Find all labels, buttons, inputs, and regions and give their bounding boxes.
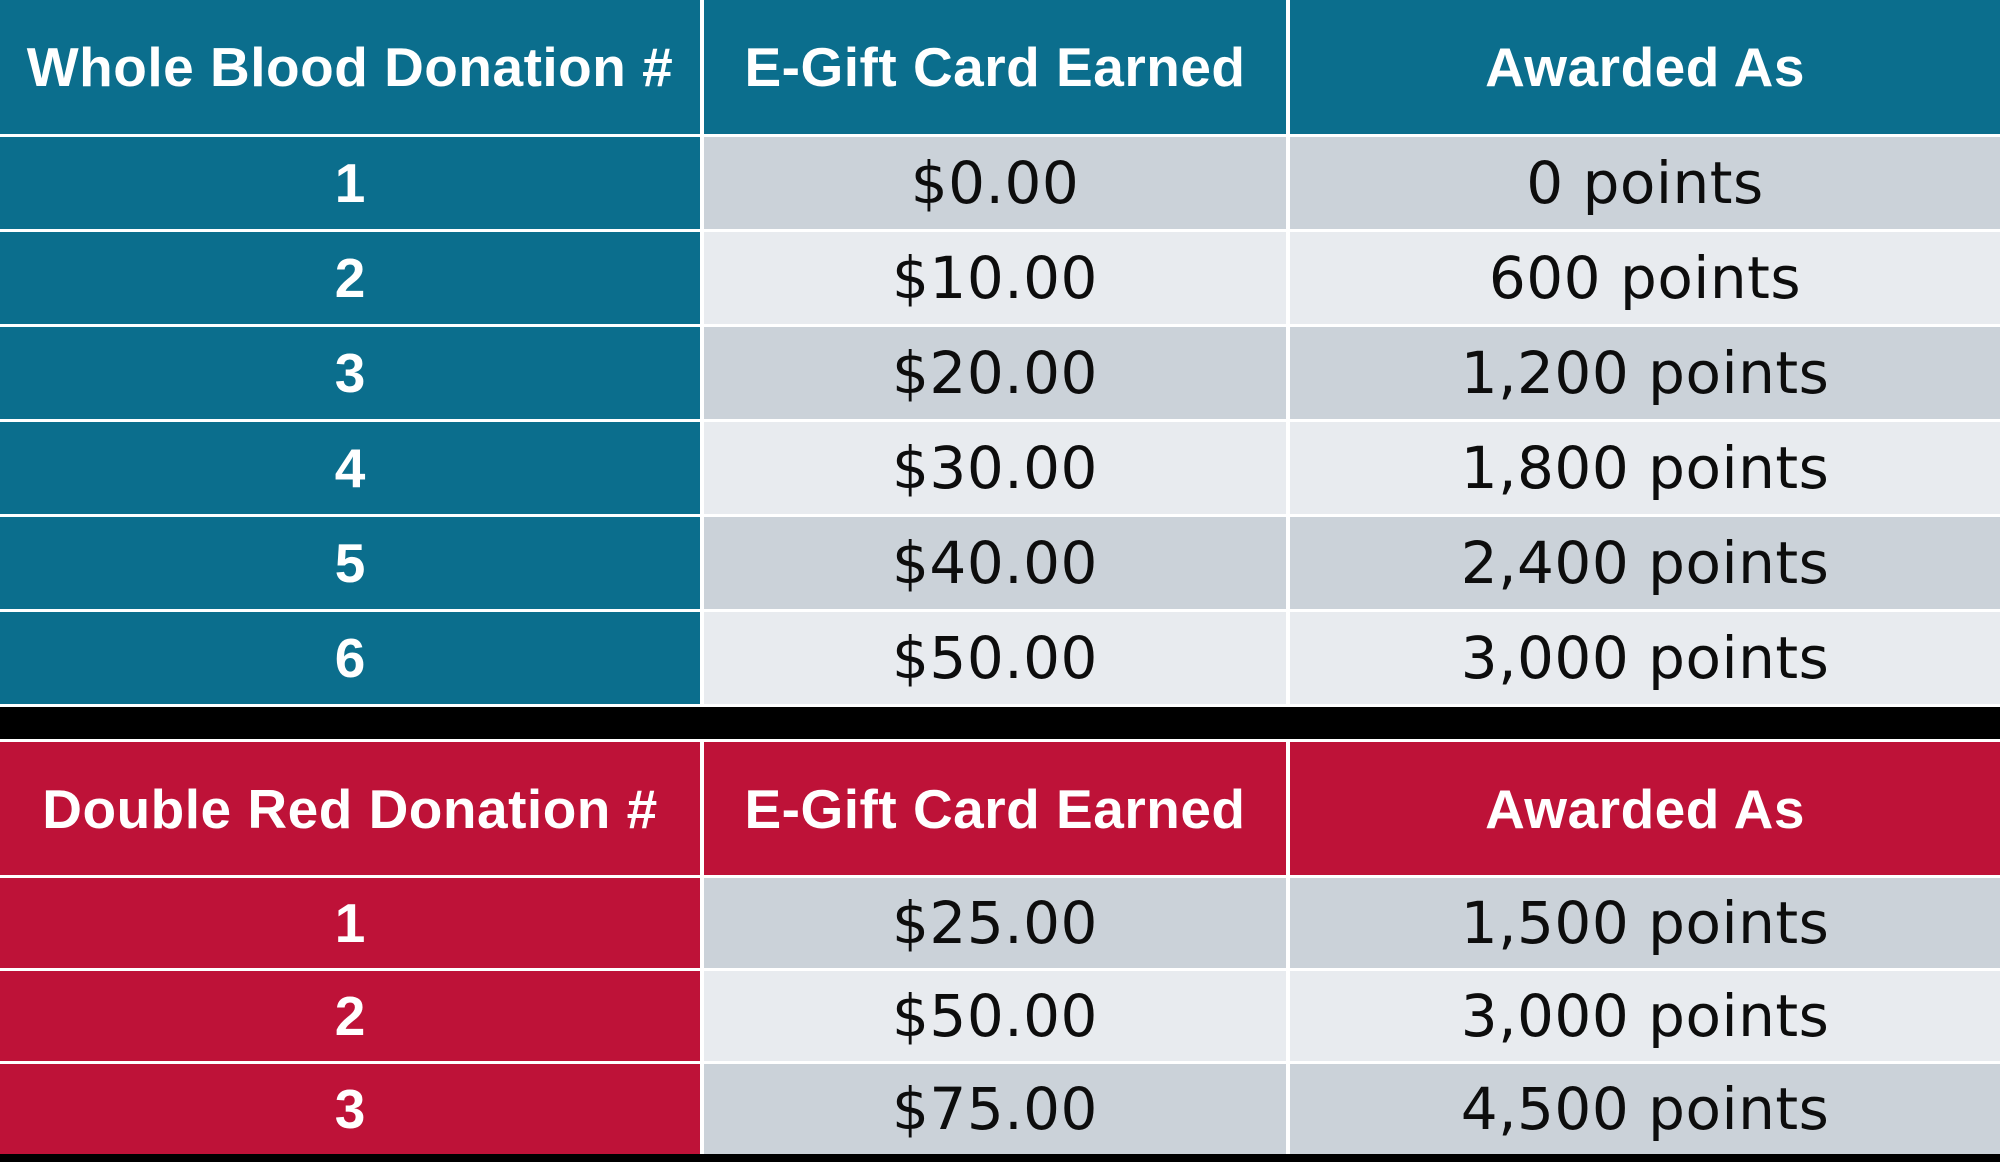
whole-blood-header-gift-card: E-Gift Card Earned bbox=[704, 0, 1286, 134]
double-red-row1-gift: $25.00 bbox=[704, 878, 1286, 968]
separator-white-bottom bbox=[0, 739, 2000, 742]
double-red-row2-points: 3,000 points bbox=[1290, 971, 2000, 1061]
double-red-row2-gift: $50.00 bbox=[704, 971, 1286, 1061]
double-red-table: Double Red Donation # E-Gift Card Earned… bbox=[0, 742, 2000, 1154]
whole-blood-row4-number: 4 bbox=[0, 422, 700, 514]
whole-blood-row5-points: 2,400 points bbox=[1290, 517, 2000, 609]
double-red-row2-number: 2 bbox=[0, 971, 700, 1061]
double-red-row3-gift: $75.00 bbox=[704, 1064, 1286, 1154]
whole-blood-row6-number: 6 bbox=[0, 612, 700, 704]
whole-blood-row6-points: 3,000 points bbox=[1290, 612, 2000, 704]
double-red-row3-points: 4,500 points bbox=[1290, 1064, 2000, 1154]
whole-blood-row1-gift: $0.00 bbox=[704, 137, 1286, 229]
whole-blood-row2-number: 2 bbox=[0, 232, 700, 324]
whole-blood-table: Whole Blood Donation # E-Gift Card Earne… bbox=[0, 0, 2000, 704]
double-red-row3-number: 3 bbox=[0, 1064, 700, 1154]
whole-blood-row2-points: 600 points bbox=[1290, 232, 2000, 324]
whole-blood-row3-number: 3 bbox=[0, 327, 700, 419]
whole-blood-header-awarded-as: Awarded As bbox=[1290, 0, 2000, 134]
table-separator-bar bbox=[0, 707, 2000, 739]
whole-blood-row1-number: 1 bbox=[0, 137, 700, 229]
whole-blood-row3-gift: $20.00 bbox=[704, 327, 1286, 419]
whole-blood-row1-points: 0 points bbox=[1290, 137, 2000, 229]
whole-blood-row4-gift: $30.00 bbox=[704, 422, 1286, 514]
double-red-row1-number: 1 bbox=[0, 878, 700, 968]
whole-blood-row2-gift: $10.00 bbox=[704, 232, 1286, 324]
whole-blood-row5-number: 5 bbox=[0, 517, 700, 609]
bottom-black-bar bbox=[0, 1154, 2000, 1162]
whole-blood-header-donation: Whole Blood Donation # bbox=[0, 0, 700, 134]
whole-blood-row3-points: 1,200 points bbox=[1290, 327, 2000, 419]
whole-blood-row6-gift: $50.00 bbox=[704, 612, 1286, 704]
double-red-row1-points: 1,500 points bbox=[1290, 878, 2000, 968]
whole-blood-row4-points: 1,800 points bbox=[1290, 422, 2000, 514]
separator-white-top bbox=[0, 704, 2000, 707]
double-red-header-donation: Double Red Donation # bbox=[0, 742, 700, 875]
double-red-header-awarded-as: Awarded As bbox=[1290, 742, 2000, 875]
whole-blood-row5-gift: $40.00 bbox=[704, 517, 1286, 609]
double-red-header-gift-card: E-Gift Card Earned bbox=[704, 742, 1286, 875]
